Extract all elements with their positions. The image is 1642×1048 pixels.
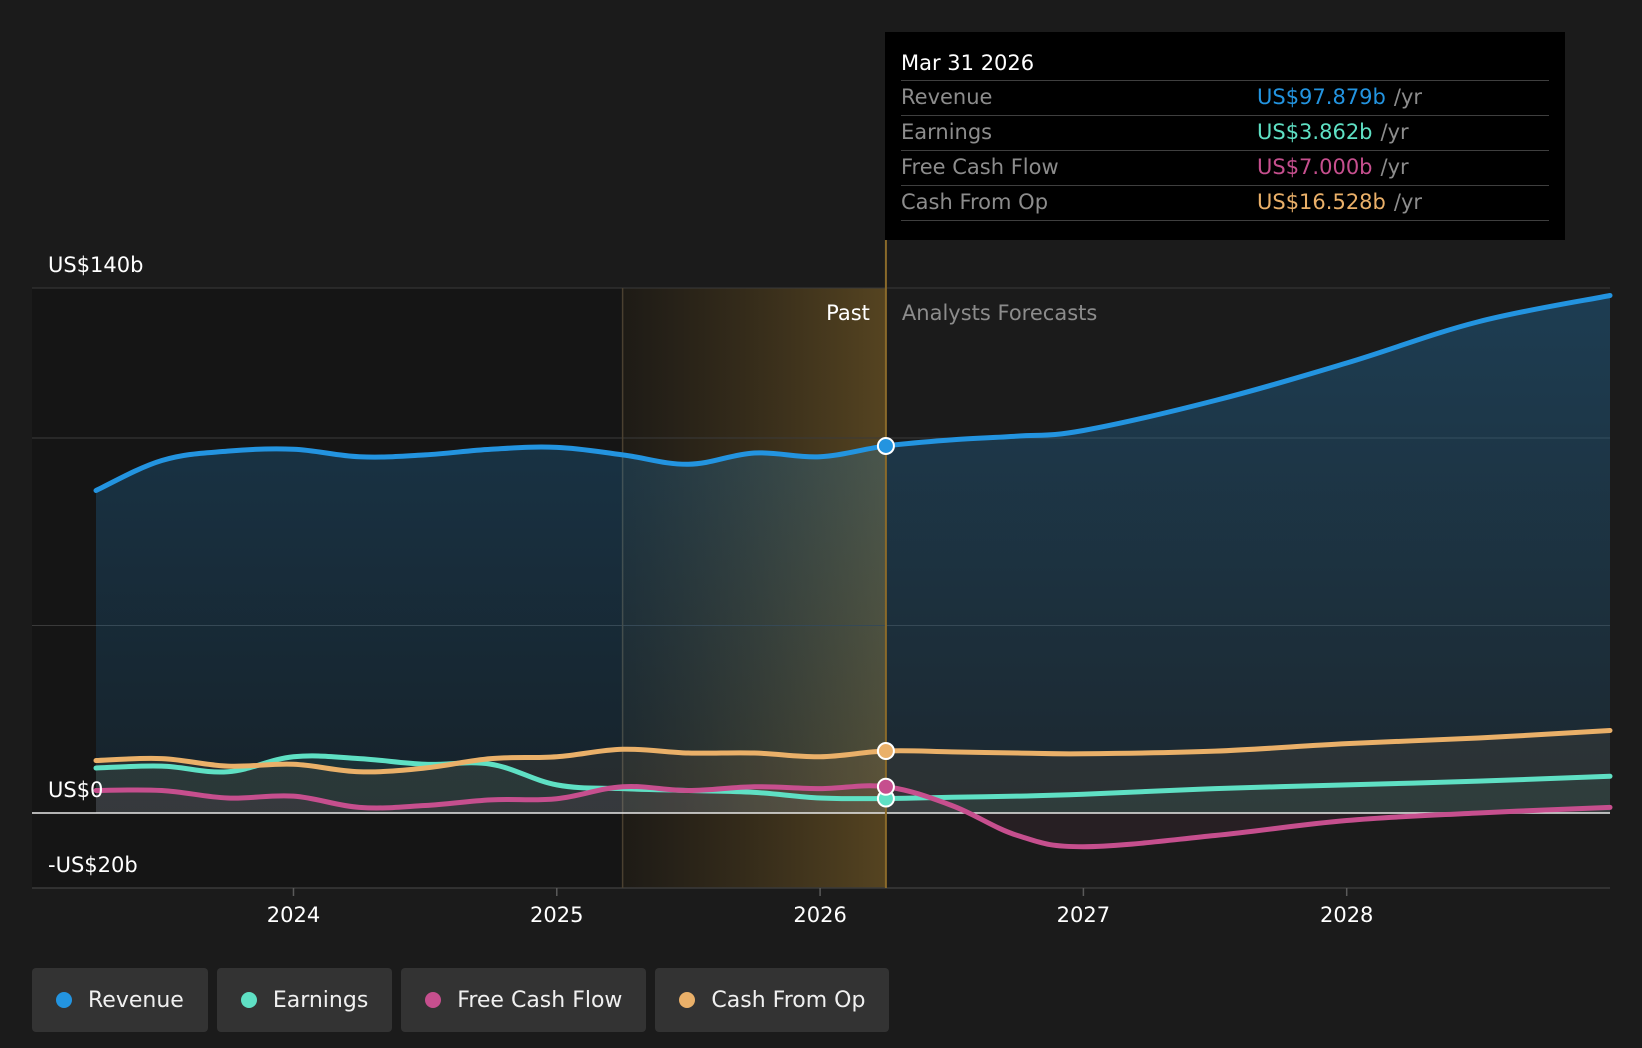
tooltip-unit: /yr xyxy=(1380,120,1409,144)
tooltip-value: US$97.879b xyxy=(1257,85,1386,109)
legend-item-cash-from-op[interactable]: Cash From Op xyxy=(655,968,890,1032)
tooltip-row-revenue: Revenue US$97.879b/yr xyxy=(901,80,1549,115)
forecast-label: Analysts Forecasts xyxy=(902,301,1097,325)
tooltip-label: Revenue xyxy=(901,85,993,109)
y-tick-label: US$140b xyxy=(48,253,143,277)
x-tick-label: 2025 xyxy=(530,903,583,927)
legend-item-earnings[interactable]: Earnings xyxy=(216,968,393,1032)
y-tick-label: US$0 xyxy=(48,778,103,802)
series-lines xyxy=(93,293,1613,850)
tooltip-label: Free Cash Flow xyxy=(901,155,1059,179)
tooltip-value: US$3.862b xyxy=(1257,120,1373,144)
revenue-marker[interactable] xyxy=(876,436,895,455)
legend: Revenue Earnings Free Cash Flow Cash From O… xyxy=(32,968,890,1032)
cash-from-op-line xyxy=(93,728,1613,775)
legend-label: Cash From Op xyxy=(711,987,866,1013)
tooltip: Mar 31 2026 Revenue US$97.879b/yr Earnings… xyxy=(885,32,1565,240)
tooltip-row-free-cash-flow: Free Cash Flow US$7.000b/yr xyxy=(901,150,1549,185)
legend-item-revenue[interactable]: Revenue xyxy=(32,968,208,1032)
tooltip-row-cash-from-op: Cash From Op US$16.528b/yr xyxy=(901,185,1549,221)
legend-dot-icon xyxy=(56,992,72,1008)
tooltip-row-earnings: Earnings US$3.862b/yr xyxy=(901,115,1549,150)
x-tick-label: 2024 xyxy=(267,903,320,927)
legend-label: Free Cash Flow xyxy=(457,987,623,1013)
revenue-area xyxy=(96,295,1610,813)
x-tick-label: 2027 xyxy=(1057,903,1110,927)
revenue-line xyxy=(93,293,1613,493)
tooltip-date: Mar 31 2026 xyxy=(901,51,1035,75)
tooltip-label: Cash From Op xyxy=(901,190,1049,214)
tooltip-value: US$16.528b xyxy=(1257,190,1386,214)
tooltip-unit: /yr xyxy=(1380,155,1409,179)
tooltip-unit: /yr xyxy=(1393,190,1423,214)
legend-dot-icon xyxy=(425,992,442,1008)
legend-dot-icon xyxy=(240,992,257,1008)
earnings-line xyxy=(93,753,1613,802)
y-axis-ticks: US$140b US$0 -US$20b xyxy=(48,253,143,877)
past-label: Past xyxy=(826,301,870,325)
tooltip-label: Earnings xyxy=(901,120,993,144)
x-tick-label: 2026 xyxy=(793,903,846,927)
legend-dot-icon xyxy=(679,992,696,1008)
x-axis-ticks: 2024 2025 2026 2027 2028 xyxy=(267,888,1373,927)
free-cash-flow-line xyxy=(93,783,1613,850)
legend-item-free-cash-flow[interactable]: Free Cash Flow xyxy=(401,968,647,1032)
cash-from-op-marker[interactable] xyxy=(876,742,895,761)
tooltip-value: US$7.000b xyxy=(1257,155,1373,179)
legend-label: Revenue xyxy=(88,987,184,1013)
free-cash-flow-marker[interactable] xyxy=(876,777,895,796)
legend-label: Earnings xyxy=(272,987,369,1013)
series-markers xyxy=(876,436,895,808)
tooltip-unit: /yr xyxy=(1393,85,1423,109)
x-tick-label: 2028 xyxy=(1320,903,1373,927)
y-tick-label: -US$20b xyxy=(48,853,138,877)
